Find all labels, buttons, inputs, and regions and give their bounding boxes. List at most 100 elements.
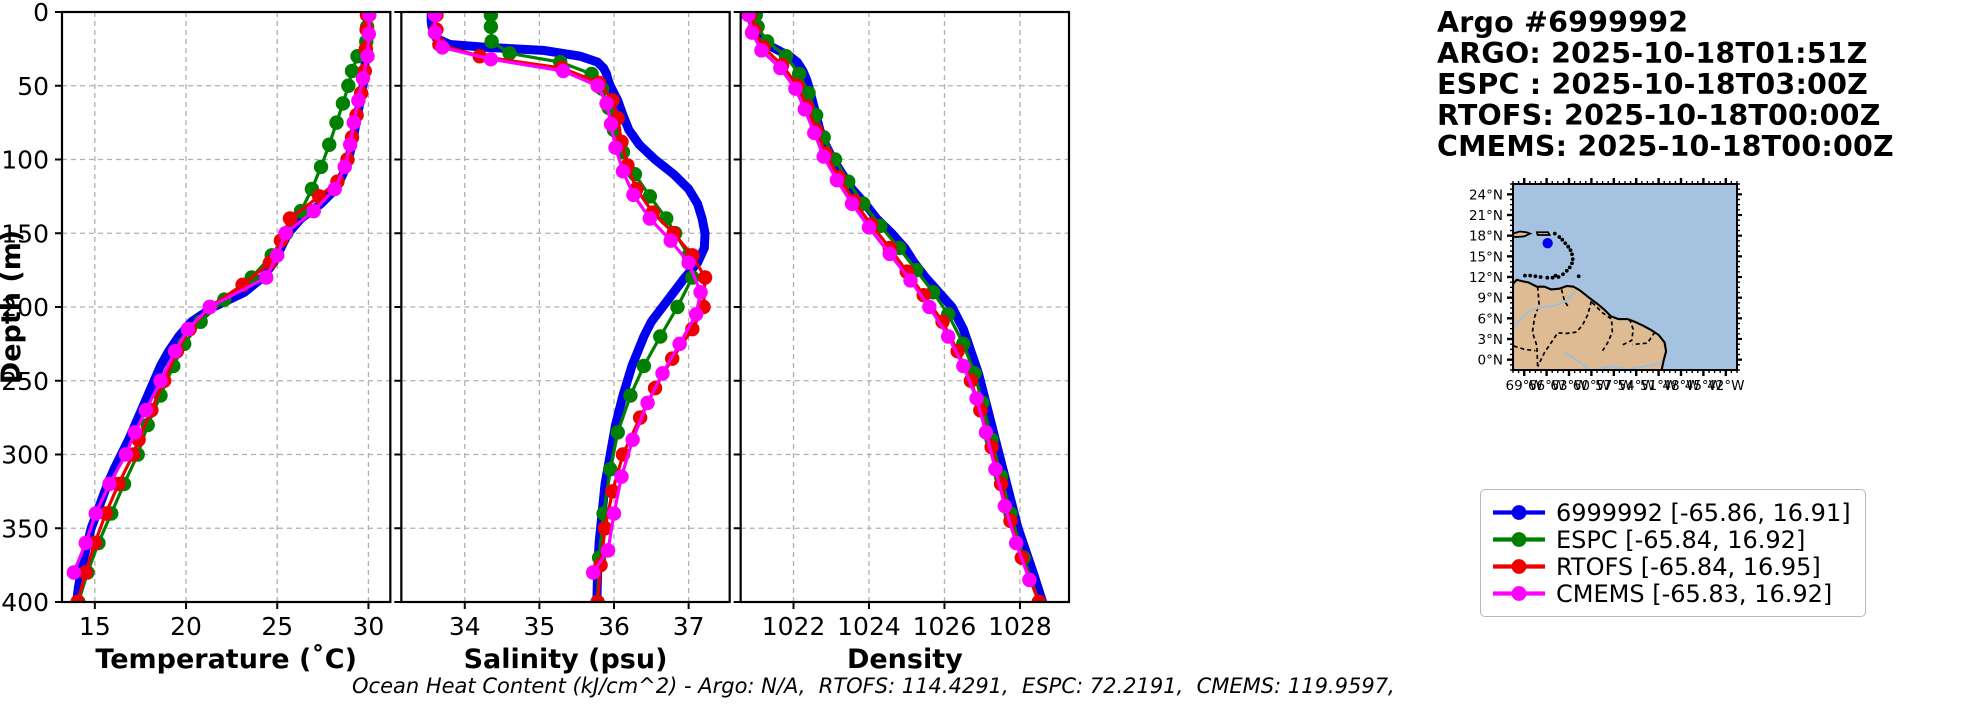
data-point	[642, 211, 658, 226]
legend-item-espc: ESPC [-65.84, 16.92]	[1491, 526, 1851, 554]
map-lon-label: 45°W	[1685, 378, 1722, 394]
profiles-svg: 15 20 25 30050100150200250300350400Temperat…	[0, 0, 1071, 675]
river	[1594, 365, 1626, 370]
series-group	[66, 12, 377, 602]
data-point	[502, 46, 517, 61]
data-point	[362, 12, 377, 23]
y-tick-label: 0	[33, 0, 49, 27]
header-block: Argo #6999992 ARGO: 2025-10-18T01:51Z ES…	[1437, 6, 1907, 163]
island-dot	[1560, 237, 1565, 242]
legend-swatch-cmems	[1493, 586, 1545, 601]
x-axis-title-temperature: Temperature (˚C)	[95, 644, 357, 675]
data-point	[556, 63, 571, 79]
data-point	[791, 66, 807, 82]
data-point	[66, 565, 82, 580]
data-point	[483, 19, 499, 34]
x-tick-label: 30	[353, 612, 385, 641]
data-point	[127, 425, 143, 440]
data-point	[341, 78, 356, 93]
data-point	[697, 270, 713, 285]
island-dot	[1566, 244, 1571, 249]
data-point	[688, 307, 704, 322]
island-dot	[1570, 252, 1574, 257]
country-border	[1531, 286, 1540, 367]
island-dot	[1553, 273, 1558, 278]
data-point	[997, 498, 1013, 514]
river	[1564, 351, 1589, 370]
island-dot	[1576, 274, 1581, 279]
x-tick-label: 35	[523, 612, 555, 641]
map-lat-label: 24°N	[1469, 187, 1503, 203]
data-point	[78, 565, 93, 580]
data-point	[270, 248, 285, 263]
map-lat-label: 15°N	[1469, 249, 1503, 265]
island-dot	[1570, 261, 1574, 266]
x-tick-label: 36	[598, 612, 630, 641]
data-point	[807, 125, 822, 141]
y-tick-label: 50	[17, 72, 49, 101]
data-point	[788, 81, 803, 96]
data-point	[70, 594, 85, 602]
header-svg: Argo #6999992 ARGO: 2025-10-18T01:51Z ES…	[1437, 6, 1894, 163]
data-point	[625, 432, 640, 447]
panel-temperature: 15 20 25 30050100150200250300350400Temperat…	[1, 0, 392, 675]
data-point	[590, 594, 605, 602]
y-tick-label: 400	[1, 588, 49, 617]
country-border	[1591, 301, 1614, 352]
data-point	[829, 172, 845, 188]
map-lon-label: 60°W	[1573, 378, 1610, 394]
data-point	[969, 391, 984, 406]
float-position-marker	[1542, 237, 1553, 249]
island-dot	[1552, 231, 1557, 236]
map-lat-label: 9°N	[1478, 291, 1503, 307]
island-dot	[1564, 268, 1569, 273]
legend-swatch-espc	[1493, 532, 1545, 547]
x-axis-title-salinity: Salinity (psu)	[464, 644, 668, 675]
data-point	[360, 49, 375, 64]
data-point	[844, 196, 860, 211]
data-point	[599, 96, 614, 111]
data-point	[988, 462, 1003, 477]
data-point	[744, 25, 760, 40]
data-point	[605, 484, 620, 499]
data-point	[801, 85, 816, 101]
data-point	[329, 115, 344, 130]
header-line-0: Argo #6999992	[1437, 6, 1688, 39]
map-lat-label: 12°N	[1469, 270, 1503, 286]
header-line-1: ARGO: 2025-10-18T01:51Z	[1437, 37, 1868, 70]
data-point	[693, 285, 708, 300]
data-point	[102, 476, 117, 492]
data-point	[153, 373, 168, 388]
legend-label-cmems: CMEMS [-65.83, 16.92]	[1556, 579, 1833, 608]
map-inset: 0°N 3°N 6°N 9°N 12°N 15°N 18°N 21°N 24°N 69°W 66°W…	[1440, 178, 1840, 394]
data-point	[659, 211, 674, 226]
data-point	[663, 233, 678, 248]
data-point	[427, 12, 443, 23]
data-point	[956, 358, 971, 374]
data-point	[653, 329, 668, 344]
data-point	[978, 425, 994, 440]
data-point	[1022, 572, 1037, 588]
data-point	[88, 506, 103, 521]
data-point	[180, 321, 196, 337]
island-puerto-rico	[1535, 231, 1552, 236]
legend-swatch-argo	[1493, 505, 1545, 520]
island-dot	[1545, 275, 1550, 280]
legend-item-rtofs: RTOFS [-65.84, 16.95]	[1491, 553, 1851, 581]
landmass-south-america	[1513, 278, 1668, 370]
data-point	[610, 425, 625, 440]
data-point	[615, 164, 631, 179]
x-tick-label: 1026	[913, 612, 977, 641]
series-legend: 6999992 [-65.86, 16.91] ESPC [-65.84, 16.…	[1480, 489, 1866, 617]
legend-item-cmems: CMEMS [-65.83, 16.92]	[1491, 579, 1851, 608]
map-lon-label: 63°W	[1550, 378, 1587, 394]
river	[1621, 362, 1662, 370]
data-point	[797, 102, 813, 117]
data-point	[941, 329, 956, 344]
profile-panels: 15 20 25 30 0 50 100 150 200 250 300 350 400 Temperat…	[0, 0, 1071, 675]
series-group	[426, 12, 713, 602]
data-point	[282, 211, 298, 226]
map-lat-label: 21°N	[1469, 208, 1503, 224]
data-point	[585, 565, 601, 580]
